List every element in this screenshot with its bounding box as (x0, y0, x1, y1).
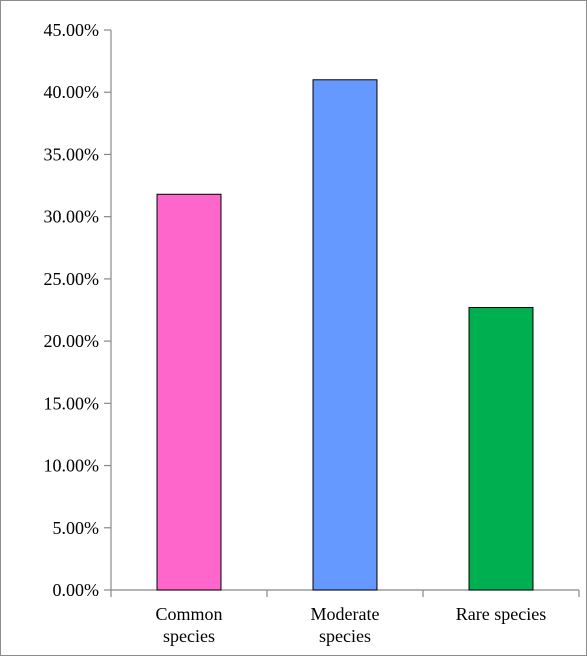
y-tick-label: 25.00% (44, 269, 100, 289)
y-tick-label: 40.00% (44, 82, 100, 102)
y-tick-label: 35.00% (44, 144, 100, 164)
bars (156, 79, 534, 591)
x-category-label: Moderate (311, 604, 380, 624)
x-category-label: Rare species (456, 604, 546, 624)
y-tick-label: 45.00% (44, 20, 100, 40)
y-tick-label: 10.00% (44, 456, 100, 476)
y-tick-label: 20.00% (44, 331, 100, 351)
bar (468, 307, 534, 591)
x-category-label: Common (155, 604, 222, 624)
y-tick-label: 15.00% (44, 393, 100, 413)
x-category-label: species (163, 626, 215, 646)
x-category-label: species (319, 626, 371, 646)
bar (156, 193, 222, 591)
y-tick-label: 0.00% (53, 580, 100, 600)
y-axis: 0.00% 5.00% 10.00% 15.00% 20.00% 25.00% 30.00%… (44, 20, 112, 600)
bar (312, 79, 378, 591)
y-tick-label: 30.00% (44, 207, 100, 227)
y-tick-label: 5.00% (53, 518, 100, 538)
